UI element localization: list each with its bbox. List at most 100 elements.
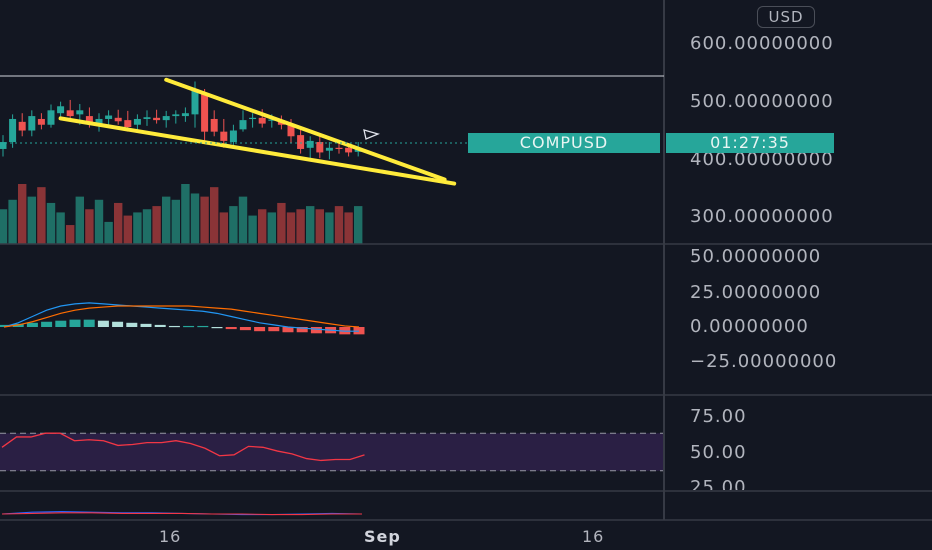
macd-histogram-bar bbox=[268, 327, 280, 332]
volume-bar bbox=[248, 215, 257, 244]
volume-bar bbox=[219, 212, 228, 244]
macd-histogram-bar bbox=[211, 327, 223, 329]
candle-body bbox=[85, 116, 93, 124]
volume-bar bbox=[238, 196, 248, 244]
volume-bar bbox=[296, 209, 305, 244]
volume-bar bbox=[200, 196, 209, 244]
candle-body bbox=[239, 120, 247, 130]
candle-body bbox=[258, 117, 266, 124]
macd-histogram-bar bbox=[97, 320, 109, 327]
volume-bar bbox=[27, 196, 36, 244]
rsi-band bbox=[0, 433, 664, 471]
candle-body bbox=[153, 117, 161, 121]
candle-body bbox=[9, 118, 17, 143]
candle-body bbox=[162, 116, 170, 121]
candle-body bbox=[229, 130, 237, 143]
candle-body bbox=[325, 147, 333, 151]
volume-bar bbox=[56, 212, 65, 244]
macd-histogram-bar bbox=[83, 319, 95, 327]
volume-bar bbox=[66, 225, 75, 244]
macd-pane bbox=[0, 302, 365, 335]
candle-body bbox=[124, 120, 132, 128]
candle-body bbox=[297, 135, 305, 149]
macd-histogram-bar bbox=[168, 325, 180, 328]
candle-body bbox=[28, 116, 36, 131]
macd-histogram-bar bbox=[197, 325, 209, 328]
candle-body bbox=[181, 113, 189, 117]
volume-bar bbox=[123, 215, 132, 244]
candle-body bbox=[114, 117, 122, 122]
price-axis-label: 400.00000000 bbox=[690, 149, 834, 170]
trendline bbox=[58, 116, 457, 186]
volume-bar bbox=[114, 202, 123, 244]
symbol-price-tag[interactable]: COMPUSD bbox=[468, 133, 660, 153]
time-axis-label: Sep bbox=[364, 527, 401, 546]
oscillator-line bbox=[1, 512, 362, 516]
macd-axis-label: 0.00000000 bbox=[690, 316, 809, 337]
volume-bar bbox=[344, 212, 353, 244]
macd-histogram-bar bbox=[0, 324, 10, 327]
macd-axis-label: −25.00000000 bbox=[690, 351, 838, 372]
macd-histogram-bar bbox=[310, 327, 322, 334]
candle-body bbox=[143, 117, 151, 119]
price-axis-label: 600.00000000 bbox=[690, 33, 834, 54]
volume-bar bbox=[46, 202, 56, 244]
volume-bar bbox=[171, 199, 180, 244]
candle-body bbox=[345, 147, 353, 153]
candle-body bbox=[335, 147, 343, 150]
macd-histogram-bar bbox=[282, 327, 294, 333]
oscillator-pane bbox=[1, 511, 363, 516]
price-pane bbox=[0, 81, 362, 160]
volume-bar bbox=[354, 206, 363, 244]
trendline-drawing[interactable] bbox=[58, 77, 457, 186]
candle-body bbox=[66, 110, 74, 117]
price-axis-label: 500.00000000 bbox=[690, 91, 834, 112]
macd-histogram-bar bbox=[26, 322, 38, 327]
macd-histogram-bar bbox=[41, 321, 53, 327]
time-axis-label: 16 bbox=[159, 527, 182, 546]
volume-bar bbox=[334, 206, 344, 244]
volume-bar bbox=[229, 206, 238, 244]
signal-line bbox=[3, 305, 360, 328]
bar-countdown: 01:27:35 bbox=[666, 133, 834, 153]
volume-bar bbox=[306, 206, 315, 244]
volume-bar bbox=[181, 184, 190, 244]
volume-bar bbox=[85, 209, 94, 244]
trendline bbox=[164, 77, 447, 182]
rsi-pane bbox=[0, 432, 664, 472]
candle-body bbox=[287, 123, 295, 137]
volume-bar bbox=[18, 184, 27, 244]
macd-line bbox=[3, 302, 359, 332]
volume-bar bbox=[315, 209, 324, 244]
volume-bar bbox=[142, 209, 152, 244]
candle-body bbox=[133, 118, 141, 125]
currency-badge[interactable]: USD bbox=[757, 6, 815, 28]
volume-bar bbox=[190, 193, 200, 244]
volume-bar bbox=[162, 196, 171, 244]
macd-histogram-bar bbox=[55, 320, 67, 327]
volume-bar bbox=[277, 202, 286, 244]
volume-bar bbox=[8, 199, 17, 244]
candle-body bbox=[172, 114, 180, 117]
pane-separators bbox=[0, 0, 932, 521]
volume-pane bbox=[0, 184, 363, 244]
volume-bar bbox=[325, 212, 334, 244]
candle-body bbox=[47, 110, 55, 125]
candle-body bbox=[210, 118, 218, 132]
macd-axis-label: 25.00000000 bbox=[690, 282, 822, 303]
candle-body bbox=[201, 93, 209, 132]
volume-bar bbox=[133, 212, 142, 244]
candle-body bbox=[18, 121, 26, 131]
volume-bar bbox=[94, 199, 104, 244]
volume-bar bbox=[258, 209, 267, 244]
macd-histogram-bar bbox=[69, 319, 81, 327]
macd-histogram-bar bbox=[254, 327, 266, 332]
candle-body bbox=[191, 90, 199, 115]
volume-bar bbox=[152, 206, 161, 244]
macd-histogram-bar bbox=[225, 327, 237, 330]
price-axis-label: 300.00000000 bbox=[690, 206, 834, 227]
flag-marker-icon bbox=[363, 129, 380, 140]
volume-bar bbox=[75, 196, 84, 244]
candle-body bbox=[95, 118, 103, 124]
